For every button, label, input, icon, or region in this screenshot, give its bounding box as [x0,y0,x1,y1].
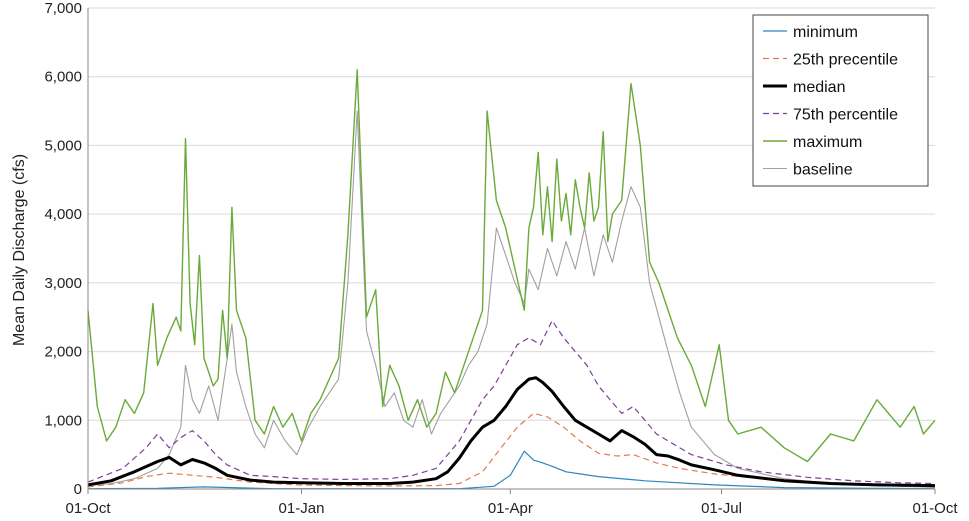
series-line-75th-percentile [87,320,936,485]
legend-box [752,14,929,187]
y-tick-labels: 0 1,000 2,000 3,000 4,000 5,000 6,000 7,000 [44,0,82,498]
series-lines [87,69,936,490]
legend-label: maximum [793,134,862,151]
legend-label: 25th precentile [793,52,898,69]
legend-label: median [793,79,845,96]
legend-label: 75th percentile [793,107,898,124]
series-line-median [87,376,936,488]
y-tick-label: 6,000 [44,69,82,86]
legend-label: minimum [793,24,858,41]
y-tick-label: 1,000 [44,412,82,429]
series-line-baseline [87,110,936,489]
series-line-25th-precentile [87,412,936,488]
series-line-maximum [87,69,936,463]
legend-label: baseline [793,162,853,179]
axes [87,8,936,494]
x-tick-label: 01-Apr [488,500,533,517]
legend: minimum 25th precentile median 75th percent… [752,14,929,187]
x-tick-label: 01-Oct [912,500,958,517]
x-tick-label: 01-Oct [65,500,111,517]
x-tick-labels: 01-Oct 01-Jan 01-Apr 01-Jul 01-Oct [65,500,958,517]
x-tick-label: 01-Jul [701,500,742,517]
y-axis-title: Mean Daily Discharge (cfs) [11,154,28,346]
y-tick-label: 4,000 [44,206,82,223]
y-tick-label: 2,000 [44,344,82,361]
x-tick-label: 01-Jan [279,500,325,517]
y-tick-label: 7,000 [44,0,82,17]
y-tick-label: 3,000 [44,275,82,292]
y-tick-label: 5,000 [44,137,82,154]
y-tick-label: 0 [74,481,82,498]
